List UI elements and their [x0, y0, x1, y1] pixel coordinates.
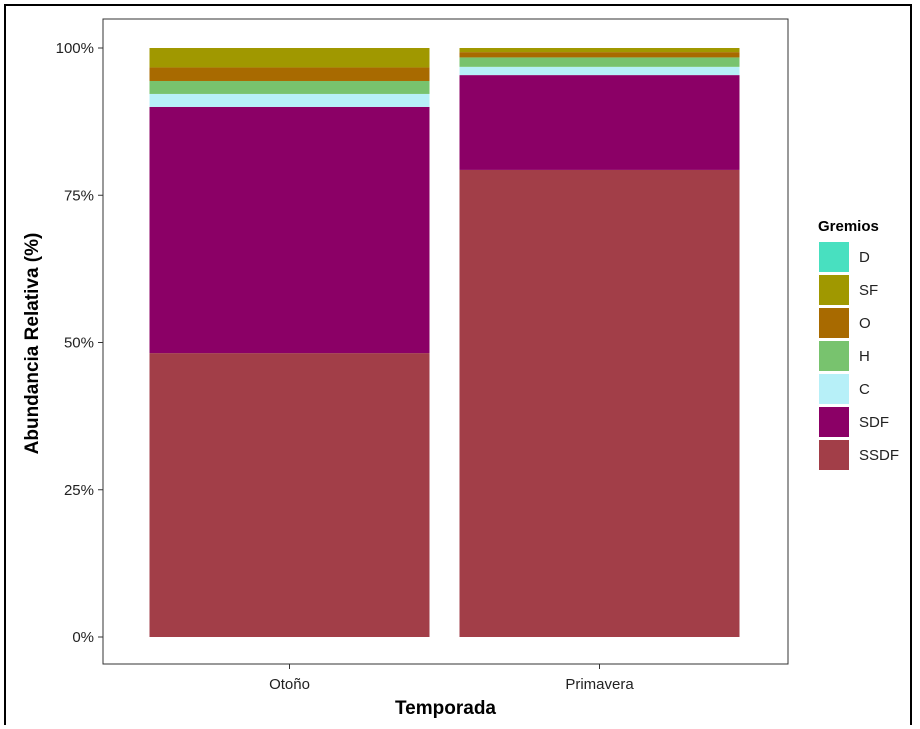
y-tick-label: 50% [64, 335, 94, 352]
bar-segment-h-otono [149, 80, 430, 94]
legend-label-c: C [859, 381, 870, 398]
y-tick-label: 25% [64, 482, 94, 499]
legend-key-d [819, 242, 849, 272]
bar-segment-sdf-otono [149, 106, 430, 354]
y-axis: 0% 25% 50% 75% 100% [56, 40, 103, 646]
y-axis-title: Abundancia Relativa (%) [22, 233, 43, 455]
x-axis: Otoño Primavera [269, 664, 634, 693]
bar-segment-o-otono [149, 67, 430, 81]
x-axis-title: Temporada [395, 698, 496, 719]
bar-segment-sf-primavera [459, 48, 740, 53]
bar-segment-o-primavera [459, 52, 740, 58]
x-tick-label: Otoño [269, 676, 310, 693]
legend-key-o [819, 308, 849, 338]
bar-segment-sf-otono [149, 48, 430, 68]
figure-frame [4, 4, 912, 725]
legend-key-sdf [819, 407, 849, 437]
legend-label-ssdf: SSDF [859, 447, 899, 464]
legend-label-d: D [859, 249, 870, 266]
y-tick-label: 75% [64, 187, 94, 204]
y-tick-label: 0% [72, 629, 94, 646]
bar-segment-c-primavera [459, 66, 740, 76]
legend-key-c [819, 374, 849, 404]
bar-segment-c-otono [149, 93, 430, 107]
bar-segment-ssdf-primavera [459, 169, 740, 637]
bar-segment-h-primavera [459, 57, 740, 67]
y-tick-label: 100% [56, 40, 94, 57]
bar-segment-ssdf-otono [149, 353, 430, 637]
legend-label-sf: SF [859, 282, 878, 299]
legend-label-h: H [859, 348, 870, 365]
bar-segment-sdf-primavera [459, 75, 740, 170]
legend-title: Gremios [818, 218, 879, 235]
legend-key-ssdf [819, 440, 849, 470]
legend: Gremios D SF OHC SDF SSDF [818, 218, 899, 470]
bars-group [149, 48, 740, 637]
legend-label-o: O [859, 315, 871, 332]
legend-key-h [819, 341, 849, 371]
legend-key-sf [819, 275, 849, 305]
legend-label-sdf: SDF [859, 414, 889, 431]
x-tick-label: Primavera [565, 676, 634, 693]
